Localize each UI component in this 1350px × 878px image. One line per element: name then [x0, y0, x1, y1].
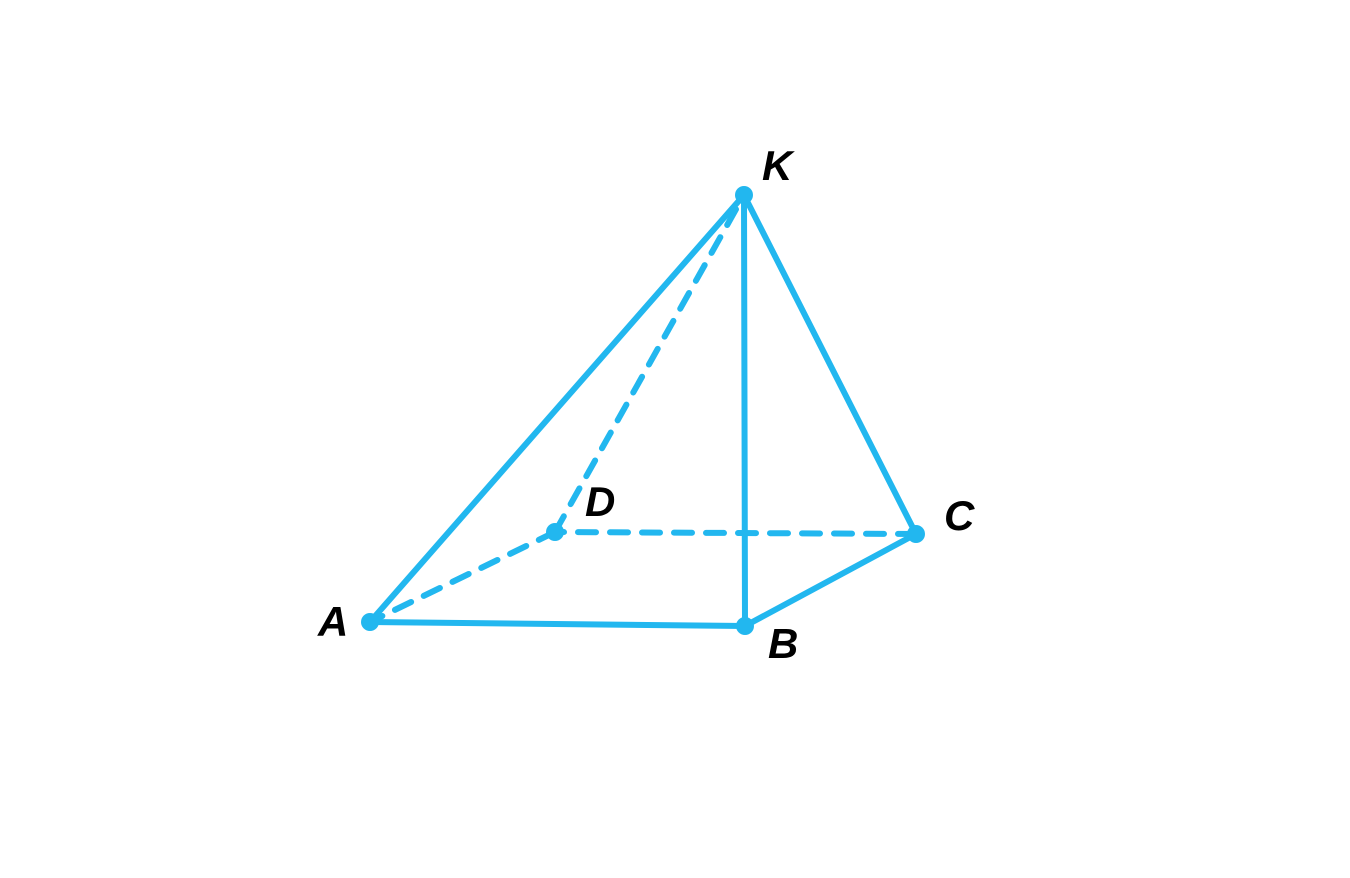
edges-group	[370, 195, 916, 626]
vertex-K	[735, 186, 753, 204]
label-D: D	[585, 478, 615, 525]
edge-CK	[744, 195, 916, 534]
edge-DA	[370, 532, 555, 622]
vertex-C	[907, 525, 925, 543]
vertex-B	[736, 617, 754, 635]
edge-AB	[370, 622, 745, 626]
label-C: C	[944, 492, 975, 539]
vertex-D	[546, 523, 564, 541]
labels-group: A B C D K	[317, 142, 975, 667]
label-A: A	[317, 598, 348, 645]
vertices-group	[361, 186, 925, 635]
label-B: B	[768, 620, 798, 667]
edge-DK	[555, 195, 744, 532]
edge-AK	[370, 195, 744, 622]
edge-BK	[744, 195, 745, 626]
vertex-A	[361, 613, 379, 631]
edge-CD	[555, 532, 916, 534]
pyramid-diagram: A B C D K	[0, 0, 1350, 878]
label-K: K	[762, 142, 795, 189]
edge-BC	[745, 534, 916, 626]
